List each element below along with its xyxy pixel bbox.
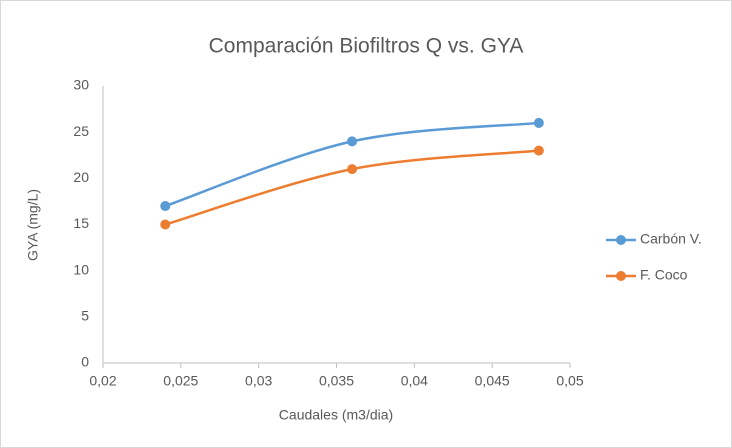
- y-tick-label: 5: [81, 308, 89, 324]
- y-tick-label: 20: [73, 169, 89, 185]
- data-point: [160, 201, 171, 212]
- y-tick-label: 30: [73, 77, 89, 93]
- x-tick-label: 0,03: [245, 373, 272, 389]
- x-tick-label: 0,04: [401, 373, 428, 389]
- data-point: [160, 219, 171, 230]
- x-tick-label: 0,035: [319, 373, 354, 389]
- legend-marker: [616, 235, 626, 245]
- y-tick-label: 15: [73, 215, 89, 231]
- x-tick-label: 0,045: [475, 373, 510, 389]
- data-point: [533, 117, 544, 128]
- x-tick-label: 0,025: [163, 373, 198, 389]
- data-point: [347, 164, 358, 175]
- legend-label: F. Coco: [640, 267, 688, 283]
- x-tick-label: 0,02: [89, 373, 116, 389]
- x-axis-label: Caudales (m3/dia): [279, 407, 393, 423]
- y-axis-label: GYA (mg/L): [25, 189, 41, 261]
- data-point: [533, 145, 544, 156]
- y-tick-label: 25: [73, 123, 89, 139]
- legend-label: Carbón V.: [640, 231, 702, 247]
- chart-title: Comparación Biofiltros Q vs. GYA: [209, 35, 524, 58]
- x-tick-label: 0,05: [556, 373, 583, 389]
- y-tick-label: 0: [81, 354, 89, 370]
- data-point: [347, 136, 358, 147]
- legend-marker: [616, 271, 626, 281]
- y-tick-label: 10: [73, 261, 89, 277]
